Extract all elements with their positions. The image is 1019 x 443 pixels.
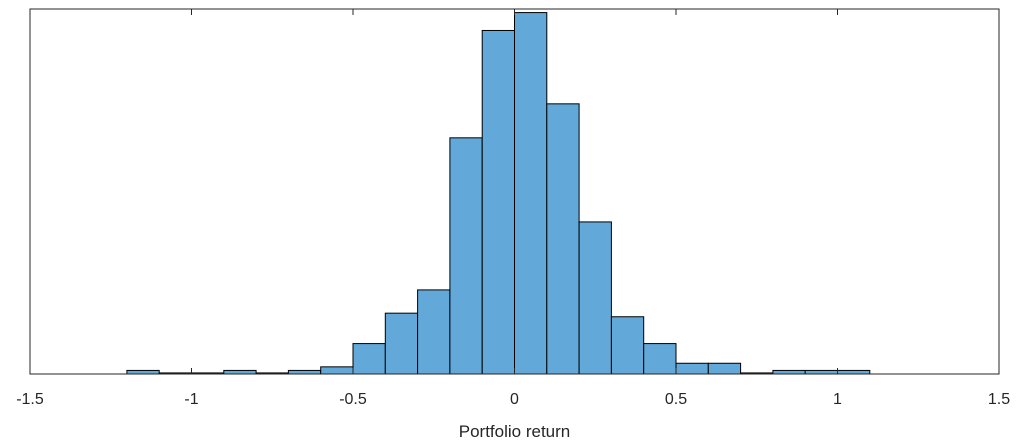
histogram-bar <box>384 312 419 375</box>
x-tick-label: -1 <box>184 391 198 408</box>
x-axis-label: Portfolio return <box>459 422 571 441</box>
x-tick-label: 0 <box>510 391 519 408</box>
histogram-bar <box>417 289 451 375</box>
histogram-bar <box>578 221 612 375</box>
x-tick-label: 0.5 <box>665 391 687 408</box>
histogram-bar <box>481 29 516 375</box>
histogram-bar <box>772 369 806 375</box>
histogram-bar <box>514 12 548 375</box>
histogram-bars <box>126 12 871 375</box>
x-tick-label: 1.5 <box>988 391 1010 408</box>
x-tick-label: -0.5 <box>339 391 367 408</box>
x-tick-label: 1 <box>833 391 842 408</box>
histogram-bar <box>610 316 645 375</box>
histogram-bar <box>804 369 839 375</box>
histogram-bar <box>126 369 160 375</box>
x-axis-ticks: -1.5 -1 -0.5 0 0.5 1 1.5 <box>16 9 1010 408</box>
histogram-bar <box>449 137 483 375</box>
histogram-bar <box>837 369 871 375</box>
histogram-bar <box>675 362 709 375</box>
histogram-bar <box>320 366 354 375</box>
histogram-bar <box>352 343 386 375</box>
histogram-bar <box>223 369 257 375</box>
histogram-bar <box>707 362 742 375</box>
histogram-bar <box>643 343 677 375</box>
histogram-bar <box>287 369 322 375</box>
histogram-bar <box>546 103 580 375</box>
x-tick-label: -1.5 <box>16 391 44 408</box>
